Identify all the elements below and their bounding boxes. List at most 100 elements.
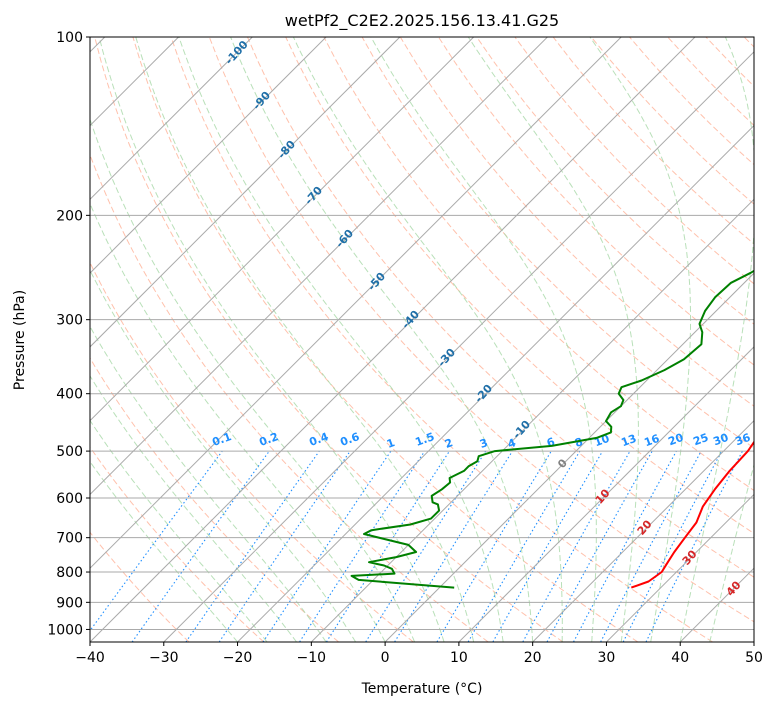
mixing-ratio-label: 10 [592, 432, 611, 450]
mixing-ratio-line [218, 450, 351, 642]
isotherm-line [90, 37, 548, 496]
dry-adiabat-line [90, 153, 489, 642]
isotherm-line [384, 272, 754, 642]
isotherm-line [90, 37, 327, 274]
dry-adiabat-label: -20 [472, 382, 495, 406]
mixing-ratio-label: 4 [506, 436, 518, 451]
moist-adiabat-line [292, 37, 563, 642]
x-axis-ticks: −40 −30 −20 −10 0 10 20 30 40 50 [75, 642, 763, 666]
dewpoint-line [350, 269, 754, 589]
isotherm-line [458, 346, 754, 642]
isotherm-line [90, 37, 696, 642]
mixing-ratio-label: 0.2 [257, 430, 280, 449]
isotherm-line [90, 37, 253, 201]
dry-adiabat-line [399, 37, 754, 407]
mixing-ratio-line [467, 450, 581, 642]
dry-adiabat-line [132, 37, 639, 642]
x-tick-label: −40 [75, 650, 105, 666]
dry-adiabat-label: -70 [302, 184, 325, 208]
moist-adiabat-line [370, 37, 597, 642]
isotherm-line [310, 198, 754, 642]
mixing-ratio-label: 16 [642, 432, 661, 450]
dry-adiabat-line [476, 37, 754, 325]
mixing-ratio-label: 20 [666, 431, 685, 449]
moist-adiabat-line [709, 462, 754, 642]
dry-adiabat-line [90, 357, 339, 642]
chart-title: wetPf2_C2E2.2025.156.13.41.G25 [285, 11, 559, 31]
moist-adiabat-line [98, 37, 445, 642]
moist-adiabat-line [90, 419, 268, 642]
x-tick-label: 20 [524, 650, 542, 666]
moist-adiabat-line [178, 37, 504, 642]
isotherm-lines [90, 37, 754, 642]
moist-adiabat-line [135, 37, 475, 642]
y-tick-label: 100 [56, 30, 83, 46]
x-tick-label: 40 [671, 650, 689, 666]
y-tick-label: 800 [56, 565, 83, 581]
isotherm-line [679, 567, 754, 642]
isotherm-line [90, 37, 401, 348]
moist-adiabat-line [90, 269, 357, 642]
mixing-ratio-line [185, 450, 320, 642]
isotherm-line [90, 37, 475, 422]
mixing-ratio-label: 25 [691, 431, 710, 448]
profile-series [350, 269, 754, 589]
mixing-ratio-line [522, 450, 631, 642]
dry-adiabat-line [438, 37, 754, 366]
y-axis-ticks: 100 200 300 400 500 600 700 800 900 1000 [47, 30, 90, 638]
dry-adiabat-line [90, 531, 190, 642]
isotherm-line [90, 37, 622, 569]
x-tick-label: −10 [297, 650, 327, 666]
mixing-ratio-line [436, 450, 552, 642]
mixing-ratio-line [299, 450, 426, 642]
dry-adiabat-label: -40 [399, 308, 422, 332]
mixing-ratio-label: 3 [478, 436, 490, 451]
dry-adiabat-line [208, 37, 754, 623]
dry-adiabat-line [247, 37, 754, 578]
y-tick-label: 500 [56, 444, 83, 460]
isotherm-line [753, 641, 754, 642]
mixing-ratio-line [365, 450, 487, 642]
dry-adiabat-label: -60 [333, 227, 356, 251]
dry-adiabat-line [361, 37, 754, 449]
mixing-ratio-label: 0.6 [338, 430, 361, 449]
moist-adiabat-label: 30 [680, 547, 700, 567]
x-tick-label: 10 [450, 650, 468, 666]
isotherm-line [163, 51, 754, 642]
mixing-ratio-label: 1.5 [413, 430, 436, 449]
x-tick-label: −30 [149, 650, 179, 666]
mixing-ratio-label: 1 [385, 436, 397, 451]
y-axis-label: Pressure (hPa) [12, 290, 28, 390]
y-tick-label: 1000 [47, 622, 83, 638]
mixing-ratio-label: 36 [733, 431, 752, 449]
y-tick-label: 900 [56, 595, 83, 611]
mixing-ratio-line [325, 450, 450, 642]
x-tick-label: 50 [745, 650, 763, 666]
mixing-ratio-line [573, 450, 677, 642]
moist-adiabat-line [90, 117, 416, 642]
x-tick-label: 0 [381, 650, 390, 666]
dry-adiabat-line [552, 37, 754, 245]
dry-adiabat-line [90, 446, 265, 642]
mixing-ratio-label: 13 [619, 432, 638, 449]
dry-adiabat-line [743, 37, 754, 48]
moist-adiabat-line [90, 460, 238, 642]
y-tick-label: 300 [56, 313, 83, 329]
mixing-ratio-label: 8 [573, 435, 585, 450]
mixing-ratio-label: 2 [443, 436, 455, 451]
moist-adiabat-line [589, 37, 692, 642]
moist-adiabat-line [467, 37, 639, 642]
dry-adiabat-line [705, 37, 754, 87]
y-tick-label: 600 [56, 491, 83, 507]
mixing-ratio-label: 6 [545, 435, 557, 450]
y-tick-label: 200 [56, 208, 83, 224]
background-lines [90, 37, 754, 642]
moist-adiabat-line [90, 374, 297, 642]
temperature-line [630, 440, 754, 589]
x-axis-label: Temperature (°C) [361, 681, 483, 697]
dry-adiabat-line [285, 37, 754, 535]
mixing-ratio-label: 0.4 [307, 430, 330, 449]
moist-adiabat-line [679, 37, 754, 642]
y-tick-label: 400 [56, 387, 83, 403]
